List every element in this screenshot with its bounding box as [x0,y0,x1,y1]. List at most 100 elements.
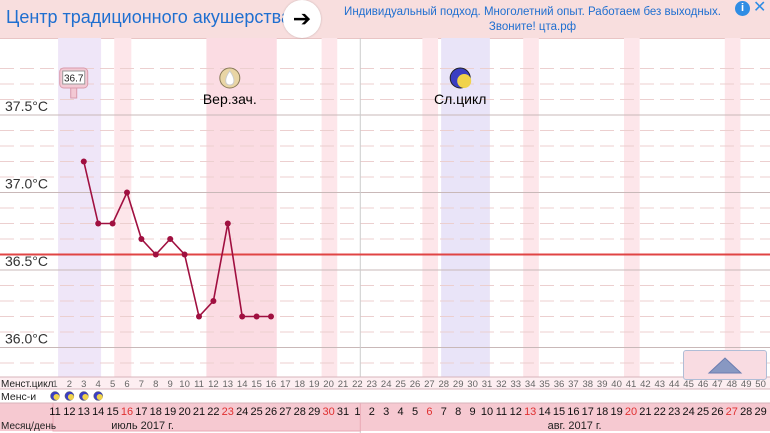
calendar-day-label[interactable]: 25 [250,406,262,418]
cycle-day-label[interactable]: 49 [741,379,752,390]
calendar-day-label[interactable]: 22 [207,406,219,418]
cycle-day-label[interactable]: 24 [381,379,392,390]
calendar-day-label[interactable]: 9 [470,406,476,418]
cycle-day-label[interactable]: 38 [583,379,594,390]
calendar-day-label[interactable]: 20 [178,406,190,418]
calendar-day-label[interactable]: 28 [294,406,306,418]
cycle-day-label[interactable]: 6 [124,379,129,390]
cycle-day-label[interactable]: 44 [669,379,680,390]
cycle-day-label[interactable]: 12 [208,379,219,390]
temperature-point[interactable] [109,220,116,227]
calendar-day-label[interactable]: 19 [610,406,622,418]
cycle-day-label[interactable]: 2 [67,379,72,390]
cycle-day-label[interactable]: 41 [626,379,637,390]
cycle-day-label[interactable]: 26 [410,379,421,390]
temperature-point[interactable] [224,220,231,227]
calendar-day-label[interactable]: 3 [383,406,389,418]
calendar-day-label[interactable]: 16 [567,406,579,418]
temperature-point[interactable] [152,251,159,258]
cycle-day-label[interactable]: 36 [554,379,565,390]
calendar-day-label[interactable]: 14 [92,406,104,418]
calendar-day-label[interactable]: 20 [625,406,637,418]
calendar-day-label[interactable]: 26 [265,406,277,418]
cycle-day-label[interactable]: 21 [338,379,349,390]
cycle-day-label[interactable]: 18 [295,379,306,390]
cycle-day-label[interactable]: 31 [482,379,493,390]
temperature-point[interactable] [239,313,246,320]
close-icon[interactable]: ✕ [753,0,767,16]
cycle-day-label[interactable]: 43 [655,379,666,390]
calendar-day-label[interactable]: 24 [236,406,248,418]
ad-title[interactable]: Центр традиционного акушерства [6,7,291,27]
cycle-day-label[interactable]: 22 [352,379,363,390]
calendar-day-label[interactable]: 22 [654,406,666,418]
calendar-day-label[interactable]: 12 [63,406,75,418]
temperature-point[interactable] [80,158,87,165]
calendar-day-label[interactable]: 27 [726,406,738,418]
cycle-day-label[interactable]: 34 [525,379,536,390]
ad-text[interactable]: Индивидуальный подход. Многолетний опыт.… [344,6,721,33]
calendar-day-label[interactable]: 21 [639,406,651,418]
calendar-day-label[interactable]: 5 [412,406,418,418]
cycle-day-label[interactable]: 46 [698,379,709,390]
calendar-day-label[interactable]: 8 [455,406,461,418]
arrow-right-icon[interactable]: ➔ [283,0,321,38]
calendar-day-label[interactable]: 16 [121,406,133,418]
cycle-day-label[interactable]: 8 [153,379,158,390]
temperature-point[interactable] [268,313,274,320]
info-icon[interactable]: i [735,1,750,16]
calendar-day-label[interactable]: 25 [697,406,709,418]
cycle-day-label[interactable]: 50 [755,379,766,390]
calendar-day-label[interactable]: 7 [441,406,447,418]
cycle-day-label[interactable]: 3 [81,379,86,390]
cycle-day-label[interactable]: 29 [453,379,464,390]
cycle-day-label[interactable]: 9 [168,379,173,390]
calendar-day-label[interactable]: 23 [668,406,680,418]
calendar-day-label[interactable]: 18 [150,406,162,418]
cycle-day-label[interactable]: 13 [223,379,234,390]
calendar-day-label[interactable]: 30 [322,406,334,418]
temperature-point[interactable] [253,313,260,320]
cycle-day-label[interactable]: 19 [309,379,320,390]
calendar-day-label[interactable]: 11 [496,406,507,418]
temperature-point[interactable] [95,220,102,227]
temperature-point[interactable] [196,313,202,320]
cycle-day-label[interactable]: 32 [496,379,507,390]
calendar-day-label[interactable]: 23 [222,406,234,418]
cycle-day-label[interactable]: 35 [539,379,550,390]
cycle-day-label[interactable]: 4 [96,379,101,390]
cycle-day-label[interactable]: 11 [194,379,204,390]
calendar-day-label[interactable]: 2 [369,406,375,418]
cycle-day-label[interactable]: 10 [179,379,190,390]
temperature-point[interactable] [167,236,174,242]
cycle-day-label[interactable]: 33 [511,379,522,390]
scroll-up-button[interactable] [683,350,767,380]
calendar-day-label[interactable]: 14 [538,406,550,418]
cycle-day-label[interactable]: 16 [266,379,277,390]
cycle-day-label[interactable]: 5 [110,379,115,390]
calendar-day-label[interactable]: 6 [426,406,432,418]
calendar-day-label[interactable]: 18 [596,406,608,418]
cycle-day-label[interactable]: 20 [323,379,334,390]
calendar-day-label[interactable]: 13 [524,406,536,418]
cycle-day-label[interactable]: 47 [712,379,723,390]
temperature-point[interactable] [181,251,188,258]
cycle-day-label[interactable]: 28 [439,379,450,390]
calendar-day-label[interactable]: 29 [308,406,320,418]
cycle-day-label[interactable]: 45 [683,379,694,390]
calendar-day-label[interactable]: 13 [78,406,90,418]
calendar-day-label[interactable]: 27 [279,406,291,418]
cycle-day-label[interactable]: 25 [395,379,406,390]
cycle-day-label[interactable]: 40 [611,379,622,390]
calendar-day-label[interactable]: 12 [510,406,522,418]
calendar-day-label[interactable]: 17 [582,406,594,418]
calendar-day-label[interactable]: 19 [164,406,176,418]
cycle-day-label[interactable]: 15 [251,379,262,390]
cycle-day-label[interactable]: 42 [640,379,651,390]
cycle-day-label[interactable]: 37 [568,379,579,390]
calendar-day-label[interactable]: 1 [354,406,360,418]
ad-banner[interactable]: Центр традиционного акушерства ➔ Индивид… [0,0,770,39]
calendar-day-label[interactable]: 15 [106,406,118,418]
calendar-day-label[interactable]: 4 [398,406,404,418]
temperature-point[interactable] [210,298,217,304]
